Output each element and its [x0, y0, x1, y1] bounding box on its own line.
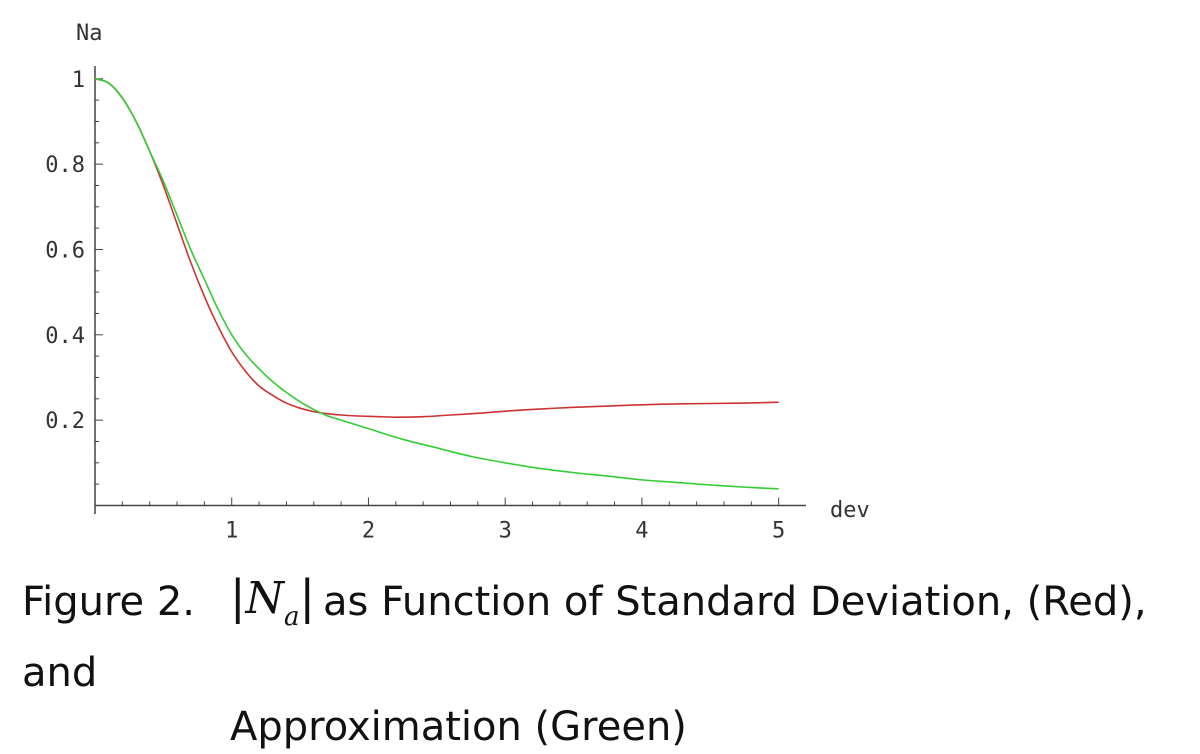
x-tick-label: 3 [499, 518, 512, 543]
y-tick-label: 0.8 [45, 153, 85, 178]
abs-bar-right: | [299, 570, 316, 624]
ticks [95, 78, 780, 506]
caption-line-1: Figure 2. |Na| as Function of Standard Dev… [22, 570, 1192, 700]
symbol-main: N [245, 573, 285, 624]
chart: 1 2 3 4 5 0.2 0.4 0.6 0.8 1 Na dev [45, 21, 870, 544]
x-axis-label: dev [830, 498, 870, 523]
tick-labels: 1 2 3 4 5 0.2 0.4 0.6 0.8 1 [45, 68, 785, 544]
y-axis-label: Na [76, 21, 103, 46]
abs-bar-left: | [230, 570, 246, 624]
x-tick-label: 5 [772, 518, 785, 543]
series [94, 78, 779, 490]
x-tick-label: 2 [362, 518, 375, 543]
series-line-green [94, 78, 779, 490]
y-tick-label: 1 [72, 68, 85, 93]
y-tick-label: 0.2 [45, 409, 85, 434]
na-symbol: |Na| [230, 570, 315, 644]
x-tick-label: 1 [225, 518, 238, 543]
y-tick-label: 0.6 [45, 238, 85, 263]
caption-prefix: Figure 2. [22, 579, 196, 625]
x-tick-label: 4 [635, 518, 648, 543]
caption-line-1-text: as Function of Standard Deviation, (Red)… [22, 579, 1147, 696]
symbol-subscript: a [284, 602, 300, 632]
figure-caption: Figure 2. |Na| as Function of Standard Dev… [22, 570, 1192, 754]
series-line-red [94, 78, 779, 418]
caption-line-2: Approximation (Green) [230, 704, 687, 750]
y-tick-label: 0.4 [45, 324, 85, 349]
